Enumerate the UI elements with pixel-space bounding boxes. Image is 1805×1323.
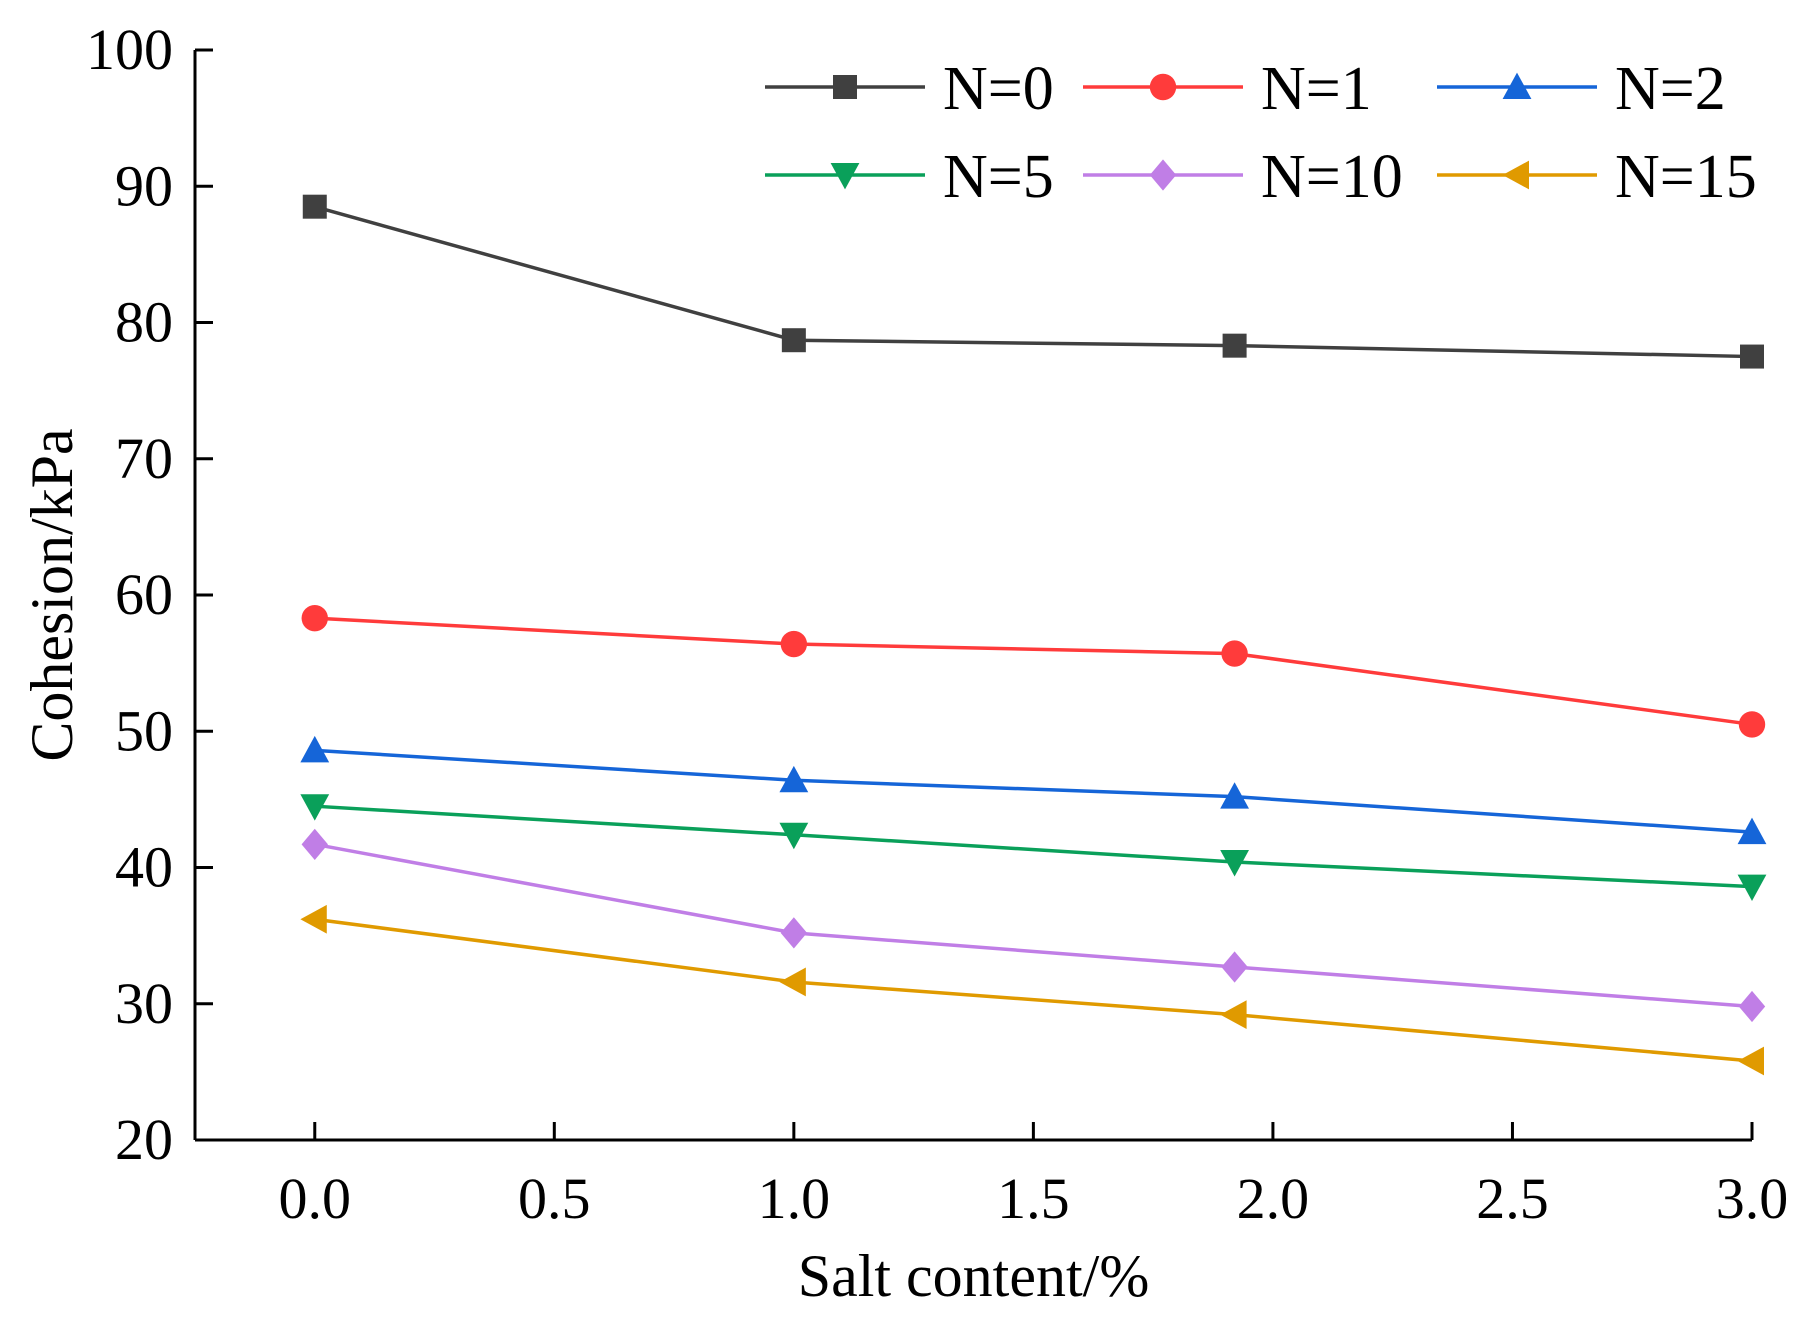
data-point — [781, 328, 806, 353]
series-line — [314, 616, 1753, 727]
y-tick-label: 20 — [115, 1107, 173, 1172]
legend-item: N=15 — [1437, 143, 1757, 211]
y-axis-title: Cohesion/kPa — [19, 428, 85, 761]
legend-item: N=1 — [1083, 55, 1372, 123]
series-line — [314, 842, 1753, 1009]
data-point — [1737, 817, 1767, 845]
data-point — [1737, 1046, 1764, 1076]
data-point — [1220, 850, 1249, 877]
data-point — [1737, 874, 1767, 901]
data-point — [1738, 711, 1766, 738]
axes — [193, 50, 1752, 1142]
series-N=10 — [301, 828, 1766, 1023]
y-tick-label: 90 — [115, 153, 173, 218]
data-point — [1220, 1000, 1247, 1030]
series-layer — [300, 194, 1767, 1076]
y-axis-ticks: 20 30 40 50 60 70 80 90 100 — [86, 17, 213, 1172]
data-point — [779, 822, 809, 850]
data-point — [300, 794, 330, 821]
data-point — [779, 967, 806, 997]
legend-item: N=2 — [1437, 55, 1726, 123]
legend: N=0 N=1 N=2 N=5 N=10 N=15 — [765, 55, 1757, 211]
marker-square — [833, 75, 857, 99]
series-line — [314, 205, 1753, 359]
data-point — [1221, 640, 1248, 667]
x-tick-label: 1.5 — [997, 1166, 1070, 1231]
y-tick-label: 50 — [115, 698, 173, 763]
y-tick-label: 30 — [115, 971, 173, 1036]
data-point — [1740, 344, 1764, 369]
data-point — [1221, 951, 1248, 983]
x-tick-label: 0.0 — [279, 1166, 352, 1231]
marker-triangle-left — [1502, 160, 1529, 190]
legend-label: N=0 — [943, 55, 1054, 123]
legend-label: N=5 — [943, 143, 1054, 211]
legend-item: N=10 — [1083, 143, 1403, 211]
marker-diamond — [1149, 159, 1177, 191]
data-point — [301, 828, 328, 860]
series-N=0 — [302, 194, 1764, 369]
x-tick-label: 2.0 — [1237, 1166, 1310, 1231]
series-N=1 — [301, 604, 1766, 738]
series-N=2 — [300, 735, 1767, 845]
legend-label: N=1 — [1261, 55, 1372, 123]
x-tick-label: 3.0 — [1716, 1166, 1789, 1231]
data-point — [300, 904, 327, 934]
data-point — [1738, 990, 1766, 1023]
y-tick-label: 80 — [115, 290, 173, 355]
x-tick-label: 0.5 — [518, 1166, 591, 1231]
series-line — [314, 748, 1753, 834]
marker-triangle-up — [1502, 72, 1532, 99]
y-tick-label: 70 — [115, 426, 173, 491]
series-line — [314, 804, 1753, 889]
series-N=5 — [300, 794, 1767, 901]
data-point — [779, 765, 809, 793]
y-tick-label: 100 — [86, 17, 173, 82]
data-point — [1220, 782, 1249, 809]
data-point — [301, 604, 328, 632]
legend-item: N=5 — [765, 143, 1054, 211]
x-axis-title: Salt content/% — [798, 1243, 1150, 1309]
series-N=15 — [300, 904, 1764, 1076]
data-point — [300, 735, 330, 763]
data-point — [1222, 333, 1247, 358]
marker-circle — [1149, 73, 1177, 101]
legend-item: N=0 — [765, 55, 1054, 123]
data-point — [780, 917, 808, 949]
series-line — [314, 917, 1753, 1063]
x-tick-label: 2.5 — [1476, 1166, 1549, 1231]
legend-label: N=10 — [1261, 143, 1403, 211]
legend-label: N=15 — [1615, 143, 1757, 211]
y-tick-label: 40 — [115, 835, 173, 900]
data-point — [302, 194, 327, 219]
legend-label: N=2 — [1615, 55, 1726, 123]
x-axis-ticks: 0.0 0.5 1.0 1.5 2.0 2.5 3.0 — [279, 1122, 1789, 1231]
y-tick-label: 60 — [115, 562, 173, 627]
x-tick-label: 1.0 — [758, 1166, 831, 1231]
data-point — [780, 630, 808, 658]
marker-triangle-down — [830, 163, 860, 190]
